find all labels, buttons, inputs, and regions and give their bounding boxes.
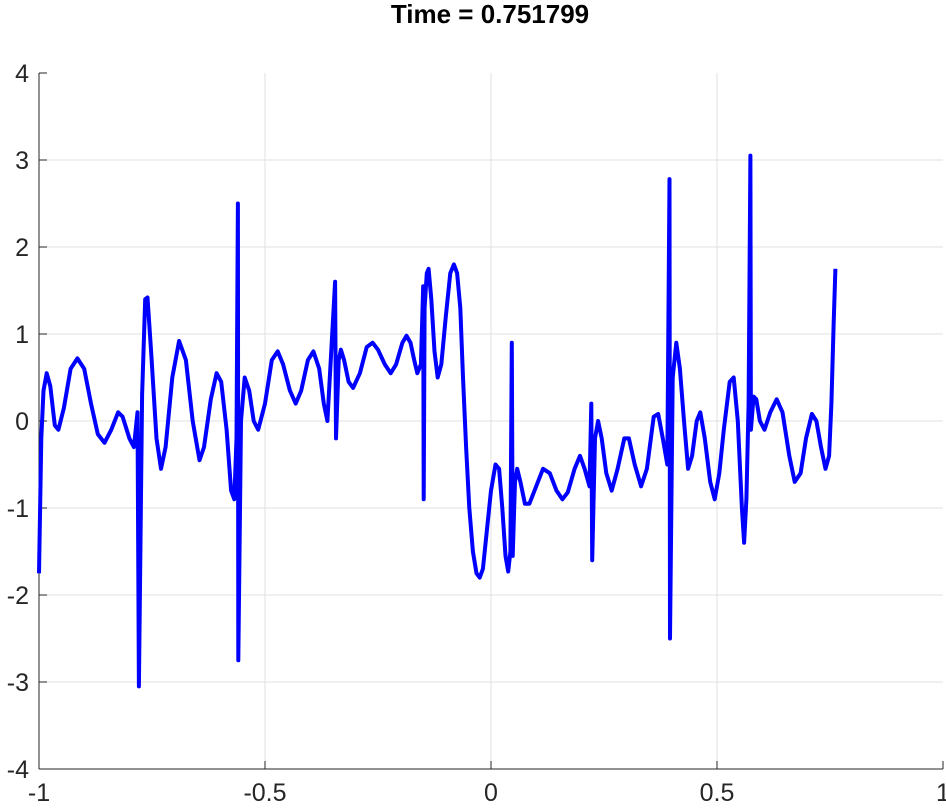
series-line — [37, 153, 838, 689]
y-tick-label: -1 — [7, 495, 29, 523]
y-tick-label: -3 — [7, 669, 29, 697]
y-tick-label: 1 — [15, 321, 29, 349]
series-layer — [37, 153, 838, 689]
y-tick-label: -2 — [7, 582, 29, 610]
tick-labels: -1 -0.5 0 0.5 1 -4 -3 -2 -1 0 1 2 3 4 — [7, 60, 946, 807]
y-tick-label: 0 — [15, 408, 29, 436]
x-tick-label: 0.5 — [700, 779, 735, 807]
x-tick-label: -0.5 — [243, 779, 286, 807]
x-tick-label: -1 — [28, 779, 50, 807]
chart-title: Time = 0.751799 — [391, 0, 589, 29]
y-tick-label: 4 — [15, 60, 29, 88]
x-tick-label: 0 — [484, 779, 498, 807]
y-tick-label: -4 — [7, 756, 29, 784]
x-tick-label: 1 — [936, 779, 946, 807]
y-tick-label: 3 — [15, 147, 29, 175]
y-tick-label: 2 — [15, 234, 29, 262]
